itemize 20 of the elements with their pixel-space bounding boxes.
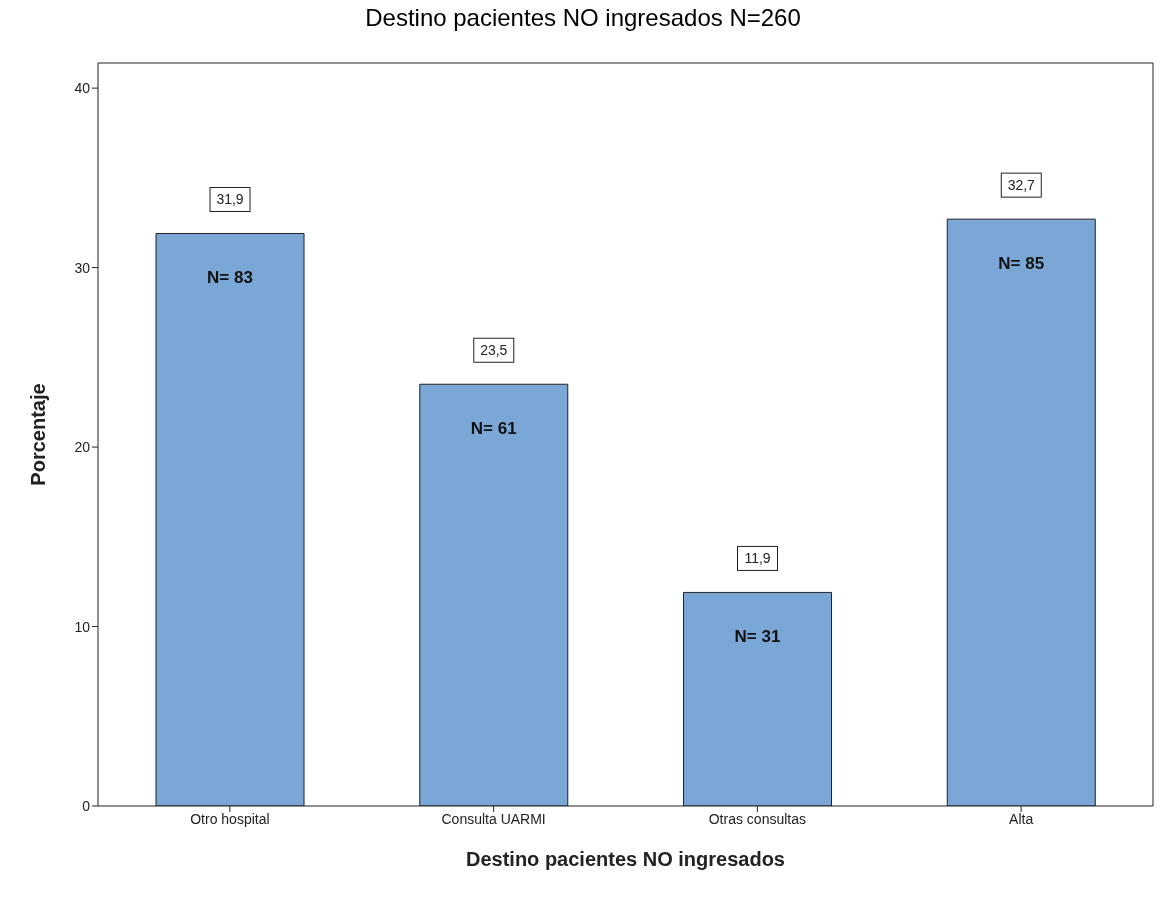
x-tick-label: Otro hospital <box>190 810 270 827</box>
y-tick-label: 30 <box>74 259 91 276</box>
y-tick-label: 10 <box>74 618 91 635</box>
data-label: 11,9 <box>744 550 771 567</box>
annotation: N= 61 <box>470 419 517 439</box>
data-label: 31,9 <box>216 191 244 208</box>
y-tick-label: 0 <box>82 797 91 814</box>
data-label: 23,5 <box>480 342 508 359</box>
annotation: N= 31 <box>734 627 781 647</box>
x-tick-label: Alta <box>1009 810 1034 827</box>
x-axis-title: Destino pacientes NO ingresados <box>466 848 785 870</box>
x-tick-label: Consulta UARMI <box>441 810 546 827</box>
data-label: 32,7 <box>1007 177 1036 194</box>
y-axis-title: Porcentaje <box>27 383 50 486</box>
annotation: N= 85 <box>998 254 1045 274</box>
x-tick-label: Otras consultas <box>708 810 807 827</box>
annotation: N= 83 <box>207 268 253 288</box>
y-tick-label: 40 <box>74 80 91 97</box>
y-tick-label: 20 <box>74 439 91 456</box>
chart-title: Destino pacientes NO ingresados N=260 <box>364 4 802 33</box>
